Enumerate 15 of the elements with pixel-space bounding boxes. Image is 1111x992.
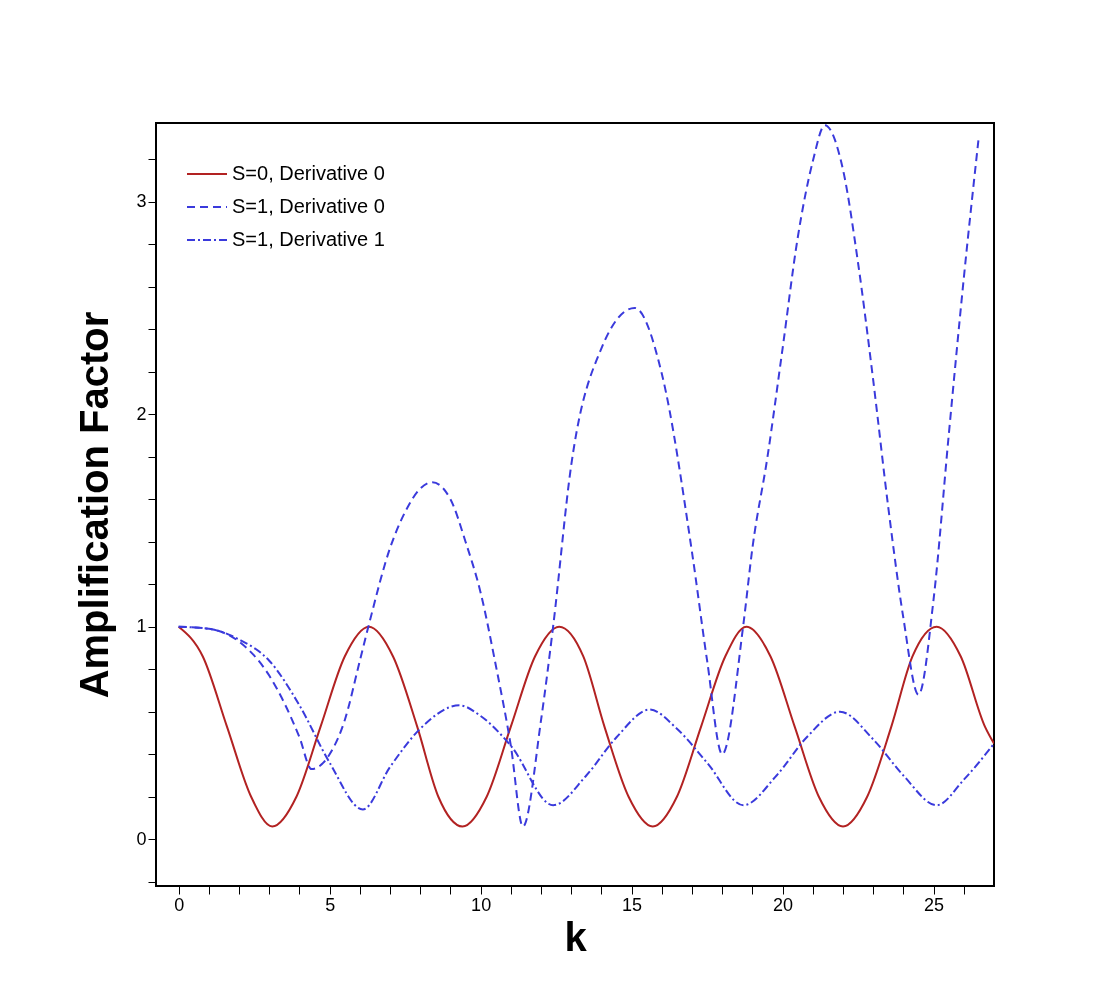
- x-tick-label: 15: [622, 894, 643, 915]
- x-tick-label: 20: [773, 894, 794, 915]
- legend-label: S=1, Derivative 0: [232, 195, 385, 217]
- x-tick-label: 5: [325, 894, 336, 915]
- legend-label: S=1, Derivative 1: [232, 228, 385, 250]
- y-tick-label: 2: [136, 403, 147, 424]
- x-axis-title: k: [564, 914, 588, 959]
- x-tick-label: 0: [174, 894, 185, 915]
- y-tick-label: 3: [136, 191, 147, 212]
- y-tick-label: 0: [136, 828, 147, 849]
- y-tick-label: 1: [136, 616, 147, 637]
- x-tick-label: 25: [924, 894, 945, 915]
- y-axis-title: Amplification Factor: [72, 311, 117, 699]
- legend-label: S=0, Derivative 0: [232, 162, 385, 184]
- x-tick-label: 10: [471, 894, 492, 915]
